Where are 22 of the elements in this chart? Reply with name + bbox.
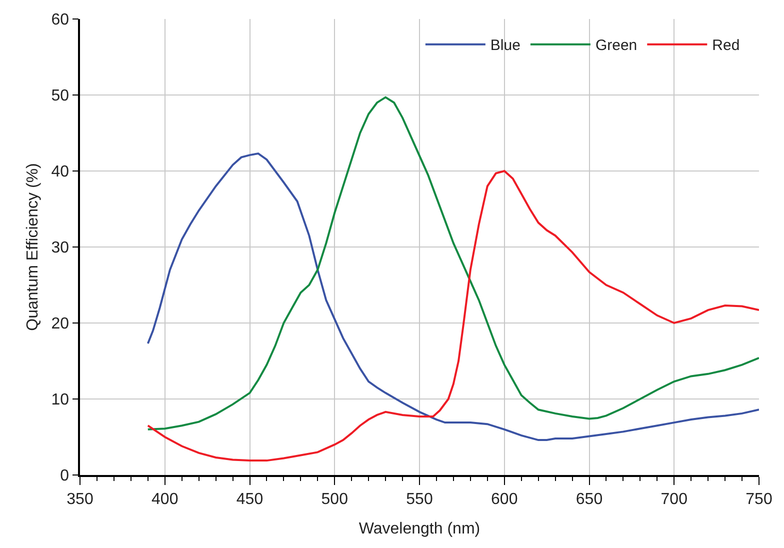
y-tick-label: 0	[60, 468, 70, 485]
x-tick-label: 600	[491, 490, 518, 508]
x-axis-title: Wavelength (nm)	[358, 520, 480, 538]
x-tick-label: 350	[66, 490, 94, 508]
y-axis-title: Quantum Efficiency (%)	[24, 163, 42, 331]
x-tick-label: 700	[660, 490, 688, 508]
x-tick-label: 450	[236, 490, 264, 508]
legend-label: Red	[712, 37, 740, 54]
y-tick-label: 30	[51, 240, 70, 257]
x-tick-label: 500	[321, 490, 348, 508]
y-tick-label: 50	[51, 88, 70, 105]
x-tick-label: 550	[406, 490, 433, 508]
x-tick-label: 750	[746, 490, 772, 508]
x-tick-label: 650	[576, 490, 603, 508]
y-tick-label: 10	[51, 392, 70, 409]
x-tick-label: 400	[152, 490, 178, 508]
y-tick-label: 20	[51, 316, 70, 333]
y-tick-label: 60	[51, 12, 70, 29]
y-tick-label: 40	[51, 164, 70, 181]
line-series	[146, 96, 759, 430]
legend-label: Blue	[490, 37, 520, 54]
legend-label: Green	[595, 37, 638, 54]
